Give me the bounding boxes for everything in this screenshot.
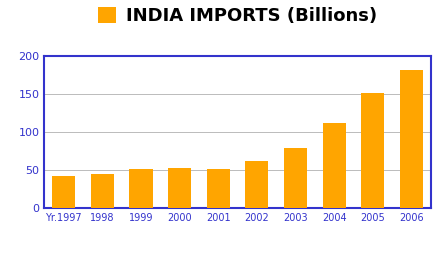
Bar (361, 93, 385, 208)
Bar (168, 168, 191, 208)
Bar (322, 123, 346, 208)
Bar (129, 169, 153, 208)
Bar (206, 169, 230, 208)
Legend: INDIA IMPORTS (Billions): INDIA IMPORTS (Billions) (99, 7, 377, 25)
Bar (91, 174, 114, 208)
Bar (400, 70, 423, 208)
Bar (284, 148, 307, 208)
Bar (245, 161, 269, 208)
Bar (52, 176, 75, 208)
